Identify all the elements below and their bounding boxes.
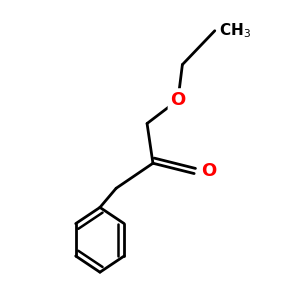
Text: O: O [202, 162, 217, 180]
Text: O: O [170, 91, 186, 109]
Text: CH$_3$: CH$_3$ [219, 21, 251, 40]
